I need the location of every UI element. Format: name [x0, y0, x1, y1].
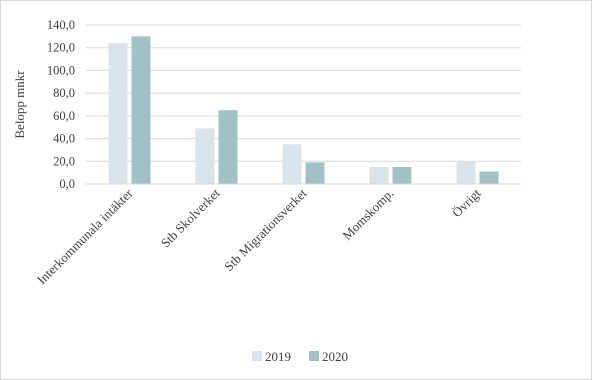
- y-tick-label: 0,0: [59, 177, 75, 191]
- legend: 2019 2020: [252, 349, 348, 364]
- legend-label-2020: 2020: [322, 349, 348, 364]
- gridlines: [86, 24, 521, 162]
- y-tick-label: 40,0: [53, 132, 75, 146]
- bars: [108, 36, 499, 184]
- bar-2019: [195, 128, 215, 184]
- bar-2020: [305, 162, 325, 184]
- bar-2019: [369, 166, 389, 184]
- bar-2020: [392, 166, 412, 184]
- bar-2020: [218, 110, 238, 184]
- legend-label-2019: 2019: [265, 349, 291, 364]
- y-axis-ticks: 0,0 20,0 40,0 60,0 80,0 100,0 120,0 140,0: [47, 18, 75, 191]
- bar-2020: [131, 36, 151, 184]
- y-tick-label: 120,0: [47, 41, 75, 55]
- bar-2019: [456, 161, 476, 184]
- x-axis-ticks: Interkommunala intäkter Stb SkolverketStb…: [34, 185, 484, 287]
- y-tick-label: 80,0: [53, 86, 75, 100]
- legend-swatch-2020: [309, 351, 319, 361]
- y-tick-label: 20,0: [53, 154, 75, 168]
- y-tick-label: 140,0: [47, 18, 75, 32]
- y-tick-label: 60,0: [53, 109, 75, 123]
- x-tick-label: Interkommunala intäkter: [34, 185, 136, 287]
- bar-2020: [479, 171, 499, 184]
- x-tick-label: Momskomp.: [339, 186, 396, 243]
- y-tick-label: 100,0: [47, 63, 75, 77]
- y-axis-label: Belopp mnkr: [12, 70, 27, 139]
- legend-swatch-2019: [252, 351, 262, 361]
- bar-2019: [108, 43, 128, 184]
- x-tick-label: Övrigt: [449, 185, 484, 220]
- x-tick-label: Stb Skolverket: [158, 185, 223, 250]
- bar-2019: [282, 144, 302, 184]
- x-tick-label: Stb Migrationsverket: [221, 185, 310, 274]
